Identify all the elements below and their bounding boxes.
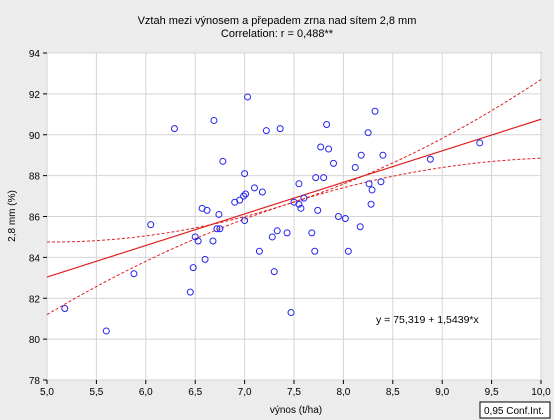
x-tick-label: 6,5 bbox=[188, 387, 202, 398]
data-point bbox=[379, 151, 387, 159]
data-point bbox=[273, 227, 281, 235]
data-point bbox=[371, 107, 379, 115]
data-point bbox=[216, 225, 224, 233]
data-point bbox=[295, 180, 303, 188]
y-tick-label: 88 bbox=[29, 172, 41, 183]
confidence-band bbox=[46, 79, 542, 316]
data-point bbox=[297, 204, 305, 212]
chart-subtitle: Correlation: r = 0,488** bbox=[221, 28, 334, 40]
y-tick-label: 80 bbox=[29, 335, 41, 346]
data-point bbox=[357, 151, 365, 159]
x-axis-ticks: 5,0 5,5 6,0 6,5 7,0 7,5 8,0 8,5 9,0 9,5 10,0 bbox=[40, 380, 551, 398]
data-point bbox=[320, 174, 328, 182]
x-tick-label: 8,5 bbox=[386, 387, 400, 398]
data-point bbox=[268, 233, 276, 241]
data-point bbox=[311, 247, 319, 255]
data-point bbox=[186, 288, 194, 296]
x-tick-label: 10,0 bbox=[531, 387, 551, 398]
data-point bbox=[130, 270, 138, 278]
data-point bbox=[170, 125, 178, 133]
data-point bbox=[300, 194, 308, 202]
data-point bbox=[341, 215, 349, 223]
data-point bbox=[250, 184, 258, 192]
x-tick-label: 9,5 bbox=[485, 387, 499, 398]
data-point bbox=[276, 125, 284, 133]
data-point bbox=[201, 255, 209, 263]
conf-int-legend-label: 0,95 Conf.Int. bbox=[484, 406, 544, 417]
data-point bbox=[194, 237, 202, 245]
data-point bbox=[213, 225, 221, 233]
conf-int-legend-box bbox=[479, 401, 551, 419]
y-tick-label: 78 bbox=[29, 376, 41, 387]
x-tick-label: 7,5 bbox=[287, 387, 301, 398]
y-tick-label: 84 bbox=[29, 253, 41, 264]
data-point bbox=[147, 221, 155, 229]
data-point bbox=[351, 163, 359, 171]
y-tick-label: 92 bbox=[29, 90, 41, 101]
y-tick-label: 90 bbox=[29, 131, 41, 142]
data-point bbox=[368, 186, 376, 194]
data-point bbox=[255, 247, 263, 255]
data-point bbox=[242, 190, 250, 198]
data-point bbox=[219, 157, 227, 165]
data-point bbox=[241, 217, 249, 225]
data-point bbox=[344, 247, 352, 255]
x-tick-label: 6,0 bbox=[139, 387, 153, 398]
x-tick-label: 8,0 bbox=[336, 387, 350, 398]
data-point bbox=[102, 327, 110, 335]
data-point bbox=[377, 178, 385, 186]
x-tick-label: 7,0 bbox=[238, 387, 252, 398]
data-point bbox=[241, 170, 249, 178]
data-point bbox=[356, 223, 364, 231]
x-tick-label: 5,5 bbox=[89, 387, 103, 398]
data-points bbox=[61, 93, 484, 335]
data-point bbox=[325, 145, 333, 153]
data-point bbox=[210, 116, 218, 124]
data-point bbox=[244, 93, 252, 101]
data-point bbox=[308, 229, 316, 237]
data-point bbox=[426, 155, 434, 163]
y-axis-label: 2,8 mm (%) bbox=[7, 190, 18, 242]
data-point bbox=[323, 121, 331, 129]
regression-equation: y = 75,319 + 1,5439*x bbox=[376, 314, 479, 326]
data-point bbox=[209, 237, 217, 245]
data-point bbox=[270, 268, 278, 276]
data-point bbox=[189, 264, 197, 272]
data-point bbox=[334, 213, 342, 220]
data-point bbox=[262, 127, 270, 135]
data-point bbox=[61, 304, 69, 312]
data-point bbox=[314, 206, 322, 214]
data-point bbox=[240, 192, 248, 200]
regression-line-path bbox=[46, 118, 542, 278]
y-axis-ticks: 78 80 82 84 86 88 90 92 94 bbox=[29, 49, 47, 387]
data-point bbox=[367, 200, 375, 208]
data-point bbox=[312, 174, 320, 182]
data-point bbox=[287, 309, 295, 317]
data-point bbox=[283, 229, 291, 237]
data-point bbox=[258, 188, 266, 196]
chart-title: Vztah mezi výnosem a přepadem zrna nad s… bbox=[138, 15, 417, 27]
x-tick-label: 5,0 bbox=[40, 387, 54, 398]
x-axis-label: výnos (t/ha) bbox=[270, 405, 322, 416]
regression-line bbox=[46, 118, 542, 278]
data-point bbox=[317, 143, 325, 151]
data-point bbox=[295, 200, 303, 208]
data-point bbox=[330, 159, 338, 167]
y-tick-label: 82 bbox=[29, 294, 41, 305]
y-tick-label: 94 bbox=[29, 49, 41, 60]
y-tick-label: 86 bbox=[29, 213, 41, 224]
data-point bbox=[365, 180, 373, 188]
x-tick-label: 9,0 bbox=[435, 387, 449, 398]
data-point bbox=[203, 206, 211, 214]
data-point bbox=[236, 196, 244, 204]
data-point bbox=[215, 210, 223, 218]
data-point bbox=[364, 129, 372, 137]
data-point bbox=[476, 139, 484, 147]
conf-band-upper bbox=[46, 79, 542, 243]
